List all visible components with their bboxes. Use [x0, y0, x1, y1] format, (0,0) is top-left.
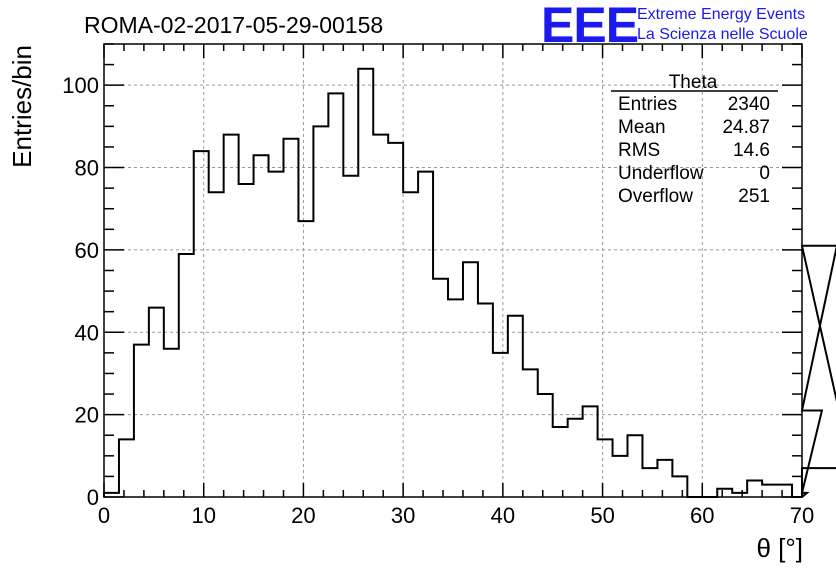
histogram-bin [523, 369, 538, 497]
histogram-bin [568, 419, 583, 497]
histogram-bin [642, 468, 657, 497]
stats-row-label: Underflow [618, 163, 704, 184]
logo-line-2: La Scienza nelle Scuole [637, 26, 808, 43]
eee-logo: EEE Extreme Energy Events La Scienza nel… [541, 0, 808, 53]
histogram-bin [179, 254, 194, 497]
histogram-bin [448, 299, 463, 497]
stats-row-label: Entries [618, 94, 677, 115]
histogram-bin [583, 406, 598, 497]
stats-row-label: Mean [618, 117, 666, 138]
histogram-bin [403, 192, 418, 497]
histogram-bin [613, 456, 628, 497]
stats-row-value: 0 [759, 163, 770, 184]
x-tick-label: 40 [491, 503, 515, 528]
y-tick-label: 100 [62, 73, 99, 98]
histogram-bin [134, 345, 149, 497]
y-tick-label: 0 [87, 485, 99, 510]
histogram-outline [103, 67, 836, 498]
histogram-bin [239, 184, 254, 497]
histogram-bin [598, 439, 613, 497]
histogram-bin [254, 155, 269, 497]
stats-row-value: 251 [738, 186, 770, 207]
histogram-bin [298, 221, 313, 497]
x-tick-label: 70 [790, 503, 814, 528]
histogram-bin [358, 69, 373, 497]
histogram-bin [463, 262, 478, 497]
histogram-bin [149, 308, 164, 497]
histogram-bin [553, 427, 568, 497]
histogram-bin [104, 493, 119, 497]
histogram-bin [313, 126, 328, 497]
stats-box: Theta Entries 2340 Mean 24.87 RMS 14.6 Underfl… [611, 72, 778, 207]
y-tick-label: 80 [75, 156, 99, 181]
bins-layer [104, 69, 792, 497]
y-axis-label: Entries/bin [7, 45, 37, 168]
y-tick-label: 20 [75, 403, 99, 428]
chart-title: ROMA-02-2017-05-29-00158 [84, 12, 383, 38]
eee-logo-mark: EEE [541, 0, 638, 53]
histogram-bin [164, 349, 179, 497]
stats-row-value: 2340 [728, 94, 770, 115]
histogram-bin [224, 135, 239, 497]
grid-layer [104, 44, 802, 497]
histogram-bin [508, 316, 523, 497]
y-tick-label: 40 [75, 320, 99, 345]
histogram-bin [777, 485, 792, 497]
y-tick-label: 60 [75, 238, 99, 263]
histogram-bin [343, 176, 358, 497]
x-tick-label: 0 [98, 503, 110, 528]
x-tick-label: 10 [191, 503, 215, 528]
x-tick-label: 60 [690, 503, 714, 528]
x-axis-label: θ [°] [756, 533, 803, 563]
histogram-bin [478, 303, 493, 497]
histogram-bin [328, 93, 343, 497]
x-tick-label: 20 [291, 503, 315, 528]
x-tick-label: 50 [590, 503, 614, 528]
stats-rows: Entries 2340 Mean 24.87 RMS 14.6 Underflow 0 Ove… [618, 94, 770, 207]
y-tick-labels: 0 20 40 60 80 100 [62, 73, 99, 510]
x-tick-label: 30 [391, 503, 415, 528]
histogram-bin [657, 460, 672, 497]
histogram-bin [762, 485, 777, 497]
histogram-bin [628, 435, 643, 497]
histogram-bin [747, 481, 762, 497]
histogram-bin [732, 493, 747, 497]
stats-row-label: Overflow [618, 186, 693, 207]
histogram-bin [194, 151, 209, 497]
histogram-bin [538, 394, 553, 497]
histogram-bin [119, 439, 134, 497]
histogram-bin [373, 135, 388, 497]
stats-row-label: RMS [618, 140, 660, 161]
stats-header: Theta [669, 72, 718, 93]
histogram-bin [717, 489, 732, 497]
logo-line-1: Extreme Energy Events [637, 6, 805, 23]
histogram-bin [388, 143, 403, 497]
histogram-bin [269, 172, 284, 497]
x-tick-labels: 0 10 20 30 40 50 60 70 [98, 503, 814, 528]
histogram-bin [672, 476, 687, 497]
ticks-layer [103, 43, 803, 498]
histogram-bin [493, 353, 508, 497]
stats-row-value: 14.6 [733, 140, 770, 161]
stats-row-value: 24.87 [722, 117, 770, 138]
histogram-bin [418, 172, 433, 497]
histogram-bin [209, 192, 224, 497]
histogram-bin [433, 279, 448, 497]
histogram-bin [283, 139, 298, 497]
